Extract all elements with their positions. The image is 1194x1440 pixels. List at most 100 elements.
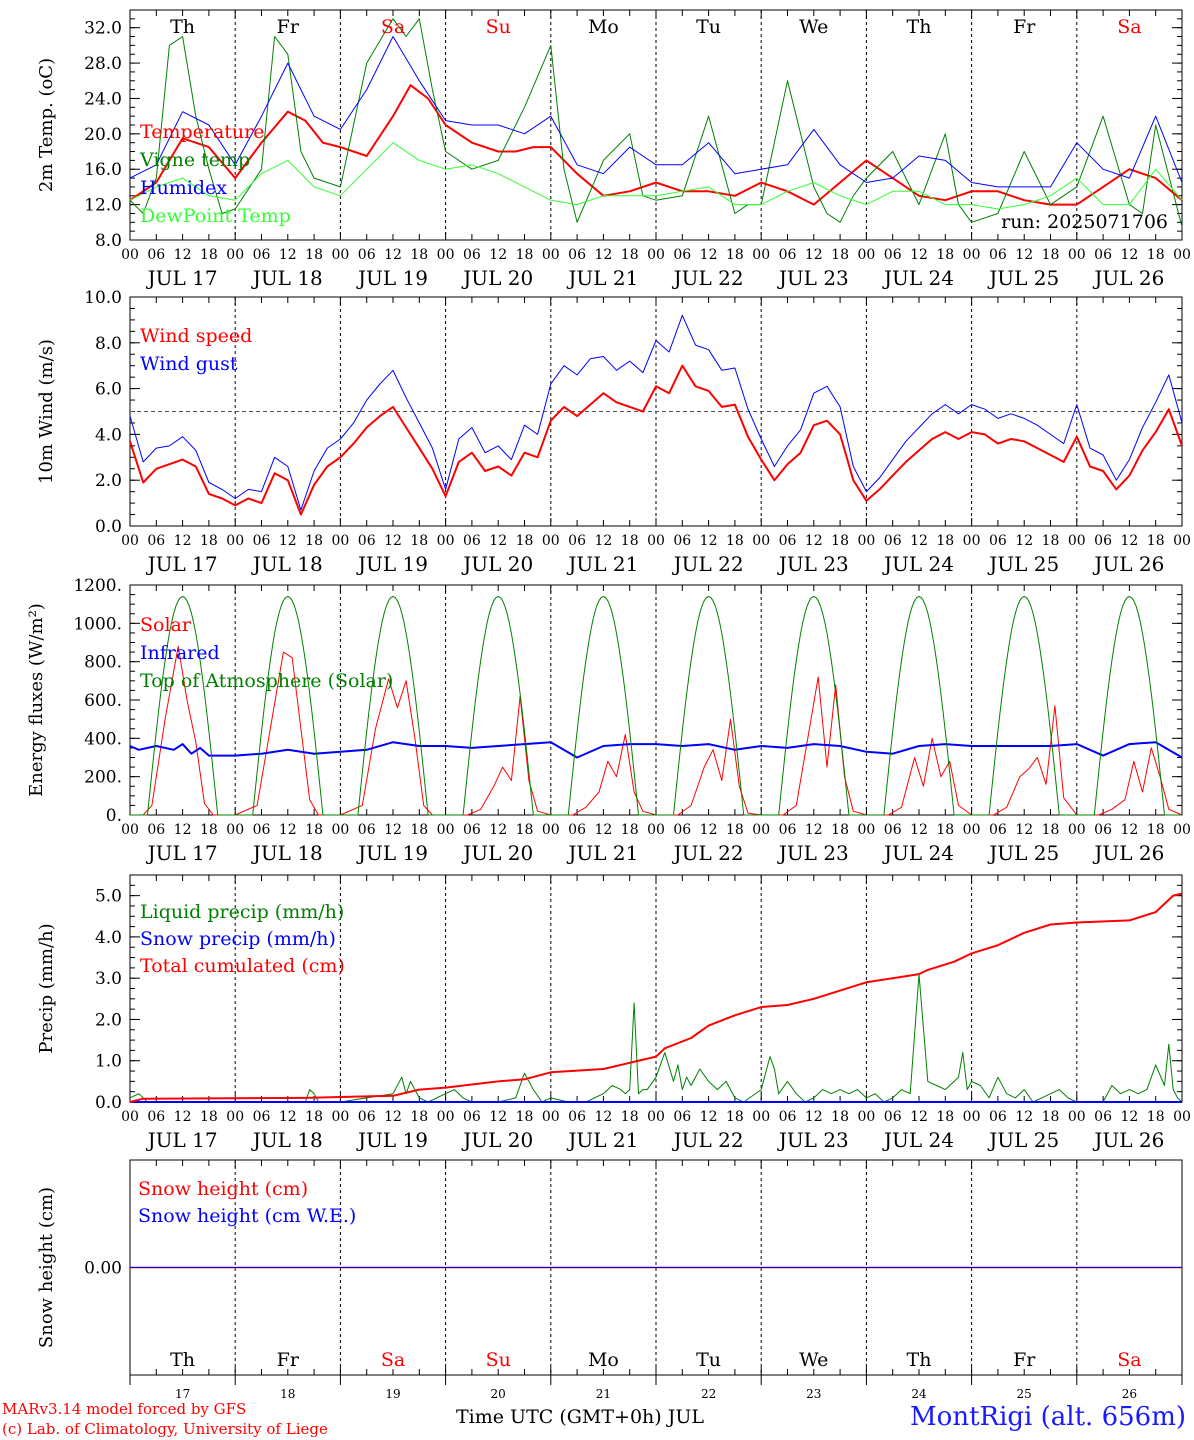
hour-tick-label: 12 bbox=[700, 822, 718, 838]
hour-tick-label: 18 bbox=[200, 533, 218, 549]
date-label: JUL 18 bbox=[251, 841, 323, 865]
hour-tick-label: 12 bbox=[384, 822, 402, 838]
weekday-label: Fr bbox=[1013, 16, 1036, 38]
hour-tick-label: 00 bbox=[226, 822, 244, 838]
date-label: JUL 23 bbox=[777, 841, 849, 865]
weekday-label: Su bbox=[486, 16, 511, 38]
hour-tick-label: 18 bbox=[936, 1109, 954, 1125]
y-tick-label: 2.0 bbox=[95, 471, 122, 491]
hour-tick-label: 12 bbox=[910, 822, 928, 838]
legend-entry: Top of Atmosphere (Solar) bbox=[140, 670, 393, 692]
hour-tick-label: 18 bbox=[1042, 247, 1060, 263]
hour-tick-label: 00 bbox=[331, 822, 349, 838]
hour-tick-label: 00 bbox=[752, 533, 770, 549]
hour-tick-label: 06 bbox=[989, 1109, 1007, 1125]
y-tick-label: 5.0 bbox=[95, 887, 122, 907]
hour-tick-label: 06 bbox=[779, 533, 797, 549]
hour-tick-label: 00 bbox=[963, 247, 981, 263]
hour-tick-label: 00 bbox=[752, 247, 770, 263]
hour-tick-label: 00 bbox=[1173, 1109, 1191, 1125]
y-tick-label: 8.0 bbox=[95, 334, 122, 354]
y-tick-label: 16.0 bbox=[84, 160, 122, 180]
legend-entry: DewPoint Temp bbox=[140, 205, 291, 227]
hour-tick-label: 18 bbox=[305, 1109, 323, 1125]
hour-tick-label: 18 bbox=[200, 822, 218, 838]
hour-tick-label: 06 bbox=[884, 822, 902, 838]
weekday-label: Th bbox=[907, 16, 932, 38]
weekday-label: Tu bbox=[696, 1349, 721, 1371]
hour-tick-label: 06 bbox=[463, 247, 481, 263]
date-label: JUL 18 bbox=[251, 552, 323, 576]
weekday-label: Su bbox=[486, 1349, 511, 1371]
series-line bbox=[129, 364, 1183, 516]
weekday-label: We bbox=[799, 1349, 828, 1371]
hour-tick-label: 06 bbox=[568, 533, 586, 549]
day-number-label: 24 bbox=[911, 1387, 927, 1401]
legend-entry: Temperature bbox=[140, 121, 264, 143]
legend-entry: Snow precip (mm/h) bbox=[140, 928, 336, 950]
y-tick-label: 200. bbox=[84, 768, 122, 788]
hour-tick-label: 18 bbox=[1147, 1109, 1165, 1125]
hour-tick-label: 12 bbox=[1015, 822, 1033, 838]
hour-tick-label: 00 bbox=[1068, 1109, 1086, 1125]
legend-entry: Humidex bbox=[140, 177, 227, 199]
date-label: JUL 18 bbox=[251, 1128, 323, 1152]
hour-tick-label: 12 bbox=[489, 533, 507, 549]
hour-tick-label: 00 bbox=[963, 822, 981, 838]
hour-tick-label: 18 bbox=[726, 247, 744, 263]
weekday-label: Sa bbox=[381, 16, 405, 38]
weekday-label: Th bbox=[170, 16, 195, 38]
hour-tick-label: 00 bbox=[752, 1109, 770, 1125]
hour-tick-label: 06 bbox=[989, 247, 1007, 263]
date-label: JUL 21 bbox=[566, 841, 638, 865]
series-line bbox=[130, 596, 1182, 816]
hour-tick-label: 18 bbox=[621, 247, 639, 263]
hour-tick-label: 18 bbox=[410, 533, 428, 549]
hour-tick-label: 12 bbox=[279, 822, 297, 838]
series-line bbox=[129, 36, 1183, 188]
hour-tick-label: 18 bbox=[621, 533, 639, 549]
hour-tick-label: 12 bbox=[594, 822, 612, 838]
hour-tick-label: 00 bbox=[121, 822, 139, 838]
date-label: JUL 21 bbox=[566, 266, 638, 290]
y-tick-label: 1.0 bbox=[95, 1052, 122, 1072]
hour-tick-label: 06 bbox=[779, 822, 797, 838]
day-number-label: 23 bbox=[806, 1387, 821, 1401]
date-label: JUL 23 bbox=[777, 266, 849, 290]
hour-tick-label: 00 bbox=[437, 1109, 455, 1125]
hour-tick-label: 06 bbox=[568, 1109, 586, 1125]
date-label: JUL 19 bbox=[356, 552, 428, 576]
hour-tick-label: 00 bbox=[437, 533, 455, 549]
hour-tick-label: 12 bbox=[1015, 1109, 1033, 1125]
legend-entry: Snow height (cm W.E.) bbox=[138, 1205, 356, 1227]
hour-tick-label: 06 bbox=[673, 1109, 691, 1125]
hour-tick-label: 06 bbox=[989, 822, 1007, 838]
hour-tick-label: 12 bbox=[174, 247, 192, 263]
date-label: JUL 26 bbox=[1092, 266, 1164, 290]
y-tick-label: 10.0 bbox=[84, 288, 122, 308]
hour-tick-label: 12 bbox=[174, 533, 192, 549]
hour-tick-label: 18 bbox=[621, 1109, 639, 1125]
weekday-label: Sa bbox=[1117, 16, 1141, 38]
hour-tick-label: 06 bbox=[568, 247, 586, 263]
hour-tick-label: 12 bbox=[174, 1109, 192, 1125]
hour-tick-label: 00 bbox=[1068, 247, 1086, 263]
date-label: JUL 22 bbox=[672, 552, 744, 576]
date-label: JUL 19 bbox=[356, 841, 428, 865]
hour-tick-label: 00 bbox=[857, 533, 875, 549]
y-tick-label: 1200. bbox=[73, 576, 122, 596]
date-label: JUL 20 bbox=[461, 841, 533, 865]
hour-tick-label: 18 bbox=[1042, 1109, 1060, 1125]
hour-tick-label: 18 bbox=[831, 247, 849, 263]
day-number-label: 21 bbox=[596, 1387, 611, 1401]
day-number-label: 20 bbox=[491, 1387, 506, 1401]
hour-tick-label: 12 bbox=[489, 822, 507, 838]
hour-tick-label: 18 bbox=[305, 247, 323, 263]
hour-tick-label: 12 bbox=[910, 533, 928, 549]
hour-tick-label: 06 bbox=[1094, 822, 1112, 838]
hour-tick-label: 18 bbox=[305, 822, 323, 838]
y-tick-label: 1000. bbox=[73, 614, 122, 634]
hour-tick-label: 18 bbox=[410, 1109, 428, 1125]
hour-tick-label: 18 bbox=[831, 822, 849, 838]
